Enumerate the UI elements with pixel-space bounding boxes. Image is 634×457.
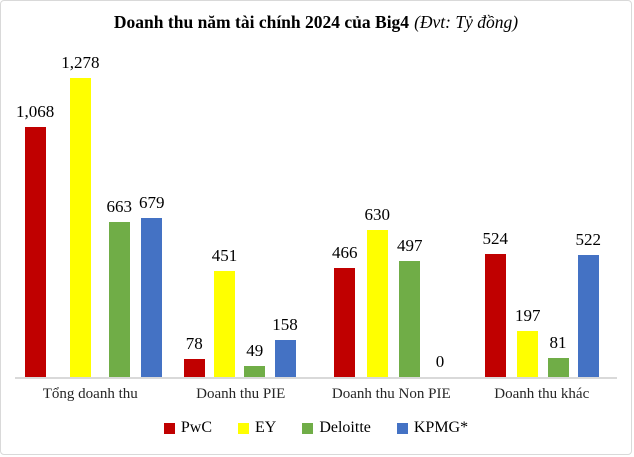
bar-value-label: 158 bbox=[272, 315, 298, 334]
bar-value-label: 466 bbox=[332, 243, 358, 262]
bar-deloitte bbox=[244, 366, 266, 377]
bar-ey bbox=[366, 230, 388, 377]
legend-item-kpmg: KPMG* bbox=[396, 419, 469, 437]
bar-wrap-deloitte-doanh-thu-non-pie: 497 bbox=[397, 237, 423, 377]
bar-ey bbox=[69, 78, 91, 377]
legend-item-pwc: PwC bbox=[163, 419, 212, 437]
bar-wrap-pwc-doanh-thu-kh-c: 524 bbox=[482, 229, 509, 377]
bar-wrap-deloitte-doanh-thu-kh-c: 81 bbox=[547, 333, 569, 377]
bar-value-label: 524 bbox=[482, 229, 509, 248]
bar-wrap-ey-t-ng-doanh-thu: 1,278 bbox=[61, 53, 100, 377]
legend-label-pwc: PwC bbox=[180, 419, 212, 436]
bar-value-label: 0 bbox=[435, 352, 445, 371]
bar-group-doanh-thu-pie: 78 451 49 158 bbox=[166, 46, 317, 377]
bar-wrap-deloitte-doanh-thu-pie: 49 bbox=[244, 341, 266, 377]
bar-pwc bbox=[484, 254, 506, 377]
bar-value-label: 197 bbox=[515, 306, 541, 325]
bar-ey bbox=[214, 271, 235, 377]
category-label-doanh-thu-pie: Doanh thu PIE bbox=[196, 386, 286, 402]
bar-value-label: 1,278 bbox=[61, 53, 100, 72]
legend-label-ey: EY bbox=[255, 419, 277, 436]
legend-swatch-kpmg bbox=[396, 422, 408, 434]
legend-swatch-ey bbox=[238, 422, 249, 434]
bar-value-label: 451 bbox=[211, 246, 238, 265]
category-axis: Tổng doanh thu Doanh thu PIE Doanh thu Non… bbox=[15, 379, 617, 403]
bar-wrap-pwc-t-ng-doanh-thu: 1,068 bbox=[16, 103, 54, 377]
bar-wrap-kpmg-doanh-thu-kh-c: 522 bbox=[575, 230, 602, 377]
bar-deloitte bbox=[108, 222, 130, 377]
bar-deloitte bbox=[399, 261, 421, 377]
bar-wrap-pwc-doanh-thu-pie: 78 bbox=[183, 334, 205, 377]
legend-label-deloitte: Deloitte bbox=[319, 419, 371, 436]
bar-value-label: 522 bbox=[575, 230, 602, 249]
chart-title-unit: (Đvt: Tỷ đồng) bbox=[414, 12, 519, 32]
bar-group-doanh-thu-non-pie: 466 630 497 0 bbox=[316, 46, 467, 377]
bar-kpmg bbox=[274, 340, 296, 377]
bar-wrap-ey-doanh-thu-non-pie: 630 bbox=[364, 205, 391, 377]
bar-ey bbox=[517, 331, 539, 377]
plot-area: 1,068 1,278 663 679 78 451 49 158 466 630 497 0 524 1… bbox=[15, 46, 617, 379]
bar-wrap-ey-doanh-thu-pie: 451 bbox=[211, 246, 238, 377]
bar-value-label: 81 bbox=[549, 333, 567, 352]
bar-value-label: 679 bbox=[139, 193, 165, 212]
bar-value-label: 78 bbox=[185, 334, 203, 353]
legend-swatch-pwc bbox=[163, 422, 175, 434]
chart-title-main: Doanh thu năm tài chính 2024 của Big4 bbox=[113, 12, 410, 32]
bar-value-label: 630 bbox=[364, 205, 391, 224]
category-label-doanh-thu-non-pie: Doanh thu Non PIE bbox=[331, 386, 451, 402]
bar-kpmg bbox=[141, 218, 163, 377]
legend: PwC EY Deloitte KPMG* bbox=[1, 419, 631, 437]
chart-title: Doanh thu năm tài chính 2024 của Big4 (Đv… bbox=[1, 12, 631, 33]
bar-pwc bbox=[183, 359, 205, 377]
bar-wrap-kpmg-doanh-thu-non-pie: 0 bbox=[430, 353, 451, 377]
category-label-t-ng-doanh-thu: Tổng doanh thu bbox=[42, 386, 138, 402]
legend-swatch-deloitte bbox=[302, 422, 314, 434]
category-label-doanh-thu-kh-c: Doanh thu khác bbox=[494, 386, 590, 402]
bar-wrap-kpmg-doanh-thu-pie: 158 bbox=[272, 316, 298, 377]
legend-item-deloitte: Deloitte bbox=[302, 419, 371, 437]
legend-item-ey: EY bbox=[238, 419, 276, 437]
bar-pwc bbox=[334, 268, 356, 377]
bar-group-doanh-thu-kh-c: 524 197 81 522 bbox=[467, 46, 618, 377]
bar-wrap-ey-doanh-thu-kh-c: 197 bbox=[515, 307, 541, 377]
bar-wrap-deloitte-t-ng-doanh-thu: 663 bbox=[106, 197, 133, 377]
bar-wrap-kpmg-t-ng-doanh-thu: 679 bbox=[139, 194, 165, 377]
legend-label-kpmg: KPMG* bbox=[413, 419, 469, 436]
bar-value-label: 497 bbox=[397, 236, 423, 255]
bar-pwc bbox=[24, 127, 46, 377]
bar-kpmg bbox=[577, 255, 599, 377]
bar-value-label: 663 bbox=[106, 197, 133, 216]
bar-group-t-ng-doanh-thu: 1,068 1,278 663 679 bbox=[15, 46, 166, 377]
bar-deloitte bbox=[547, 358, 569, 377]
bar-value-label: 1,068 bbox=[16, 102, 55, 121]
bar-value-label: 49 bbox=[246, 341, 264, 360]
bar-wrap-pwc-doanh-thu-non-pie: 466 bbox=[332, 244, 358, 377]
